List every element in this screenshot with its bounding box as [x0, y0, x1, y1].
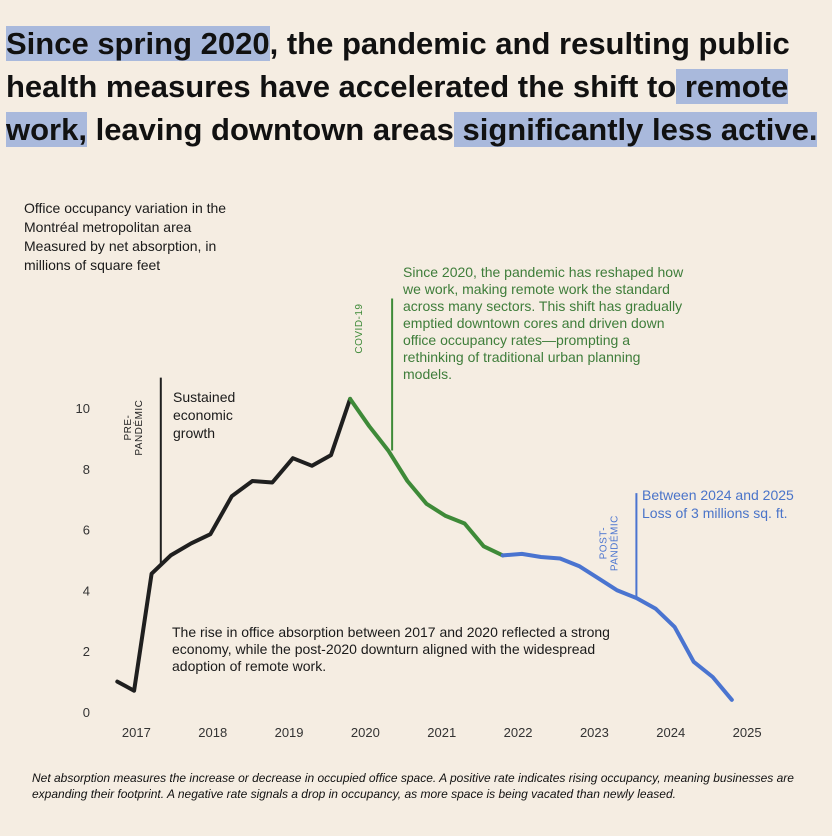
marker-label-pre: PANDÉMIC — [132, 400, 145, 456]
x-tick-label: 2021 — [427, 725, 456, 740]
y-tick-label: 0 — [83, 705, 90, 720]
y-tick-label: 8 — [83, 462, 90, 477]
annotation-post-pandemic: Loss of 3 millions sq. ft. — [642, 505, 788, 521]
annotation-rise: economy, while the post-2020 downturn al… — [172, 641, 595, 657]
x-tick-label: 2024 — [656, 725, 685, 740]
annotation-covid: office occupancy rates—prompting a — [403, 332, 630, 348]
chart-title-line: Measured by net absorption, in — [24, 238, 216, 254]
annotation-covid: rethinking of traditional urban planning — [403, 349, 640, 365]
series-lines — [115, 396, 734, 702]
annotation-post-pandemic: Between 2024 and 2025 — [642, 487, 794, 503]
annotation-covid: emptied downtown cores and driven down — [403, 315, 665, 331]
annotation-covid: across many sectors. This shift has grad… — [403, 298, 682, 314]
marker-label-post: POST- — [598, 527, 609, 560]
x-tick-label: 2020 — [351, 725, 380, 740]
headline: Since spring 2020, the pandemic and resu… — [6, 22, 826, 151]
annotation-covid: Since 2020, the pandemic has reshaped ho… — [403, 264, 684, 280]
annotation-rise: The rise in office absorption between 20… — [172, 624, 610, 640]
y-tick-label: 4 — [83, 583, 90, 598]
headline-highlight-3: significantly less active. — [453, 112, 818, 147]
x-tick-label: 2018 — [198, 725, 227, 740]
chart-title-line: millions of square feet — [24, 257, 160, 273]
marker-label-post: PANDÉMIC — [607, 515, 620, 571]
x-tick-label: 2023 — [580, 725, 609, 740]
y-tick-label: 6 — [83, 523, 90, 538]
x-tick-label: 2025 — [733, 725, 762, 740]
headline-text-2: leaving downtown areas — [86, 112, 454, 147]
footnote: Net absorption measures the increase or … — [32, 771, 794, 801]
marker-label-covid: COVID-19 — [354, 303, 365, 353]
chart-title-line: Office occupancy variation in the — [24, 200, 226, 216]
x-tick-label: 2017 — [122, 725, 151, 740]
y-tick-label: 2 — [83, 644, 90, 659]
chart-title: Office occupancy variation in the Montréa… — [24, 200, 226, 273]
annotation-sustained-growth: Sustained — [173, 389, 235, 405]
x-tick-label: 2019 — [275, 725, 304, 740]
annotation-rise: adoption of remote work. — [172, 658, 326, 674]
x-tick-label: 2022 — [504, 725, 533, 740]
annotation-sustained-growth: economic — [173, 407, 233, 423]
y-tick-label: 10 — [76, 401, 90, 416]
axes: 0 2 4 6 8 10 2017 2018 2019 2020 2021 2022 2023 2024 2… — [76, 401, 762, 740]
chart-title-line: Montréal metropolitan area — [24, 219, 192, 235]
annotation-sustained-growth: growth — [173, 425, 215, 441]
headline-highlight-1: Since spring 2020 — [6, 26, 270, 61]
headline-text-1: , the pandemic and resulting public heal… — [6, 26, 790, 104]
marker-label-pre: PRE- — [123, 415, 134, 441]
annotation-covid: we work, making remote work the standard — [402, 281, 670, 297]
annotation-covid: models. — [403, 366, 452, 382]
series-line-pandemic — [348, 396, 505, 558]
annotations: Sustained economic growth Since 2020, the p… — [172, 264, 794, 674]
